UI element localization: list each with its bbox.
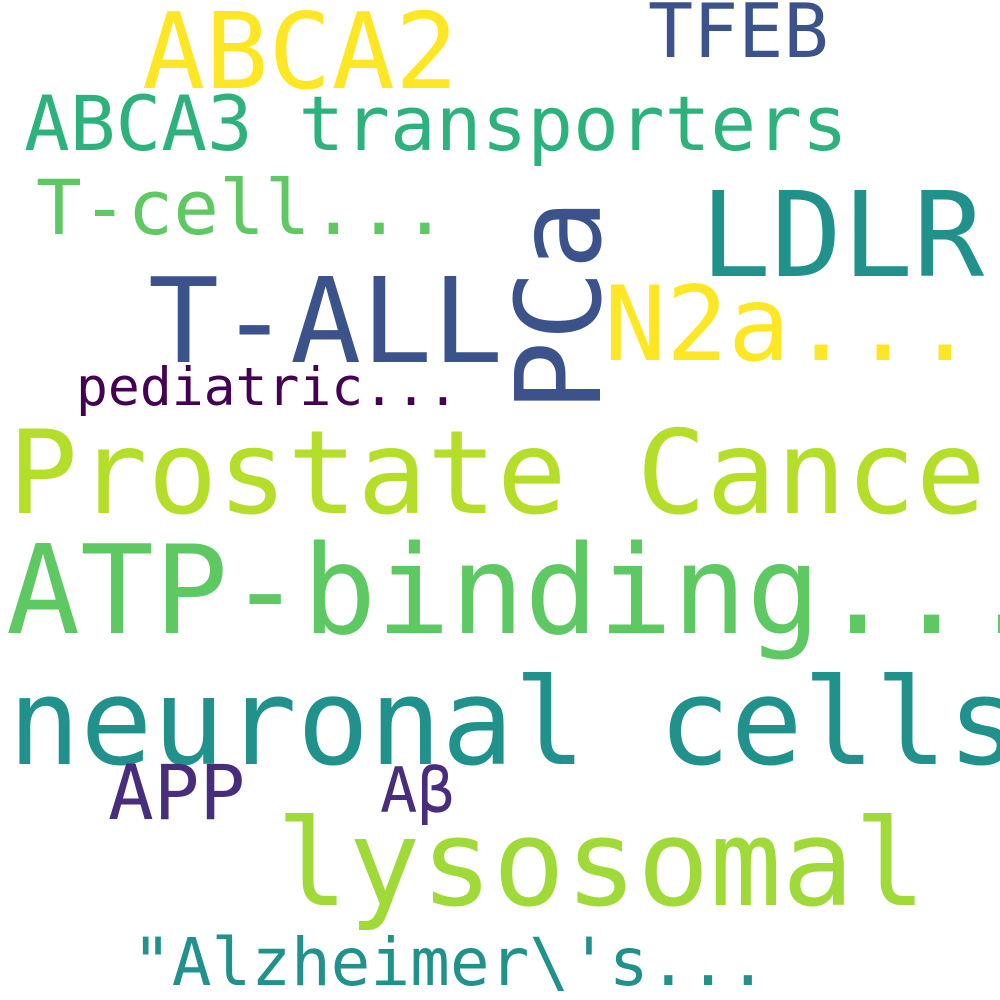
word-lysosomal: lysosomal (276, 795, 927, 934)
word-pediatric: pediatric... (76, 357, 459, 418)
word-t-all: T-ALL (148, 252, 504, 390)
word-abeta: Aβ (380, 754, 455, 827)
word-atp-binding: ATP-binding... (6, 520, 1000, 663)
word-abca3-transporters: ABCA3 transporters (24, 79, 848, 168)
word-ldlr: LDLR (700, 166, 985, 304)
word-pca: PCa (490, 198, 628, 412)
word-alzheimers: "Alzheimer\'s... (132, 924, 768, 1000)
word-prostate-cancer: Prostate Cancer (8, 406, 1000, 541)
word-n2a: N2a... (604, 265, 977, 385)
word-app: APP (108, 748, 246, 837)
word-abca2: ABCA2 (142, 0, 459, 113)
word-neuronal-cells: neuronal cells (8, 654, 1000, 793)
word-t-cell: T-cell... (36, 163, 448, 252)
word-tfeb: TFEB (648, 0, 829, 75)
